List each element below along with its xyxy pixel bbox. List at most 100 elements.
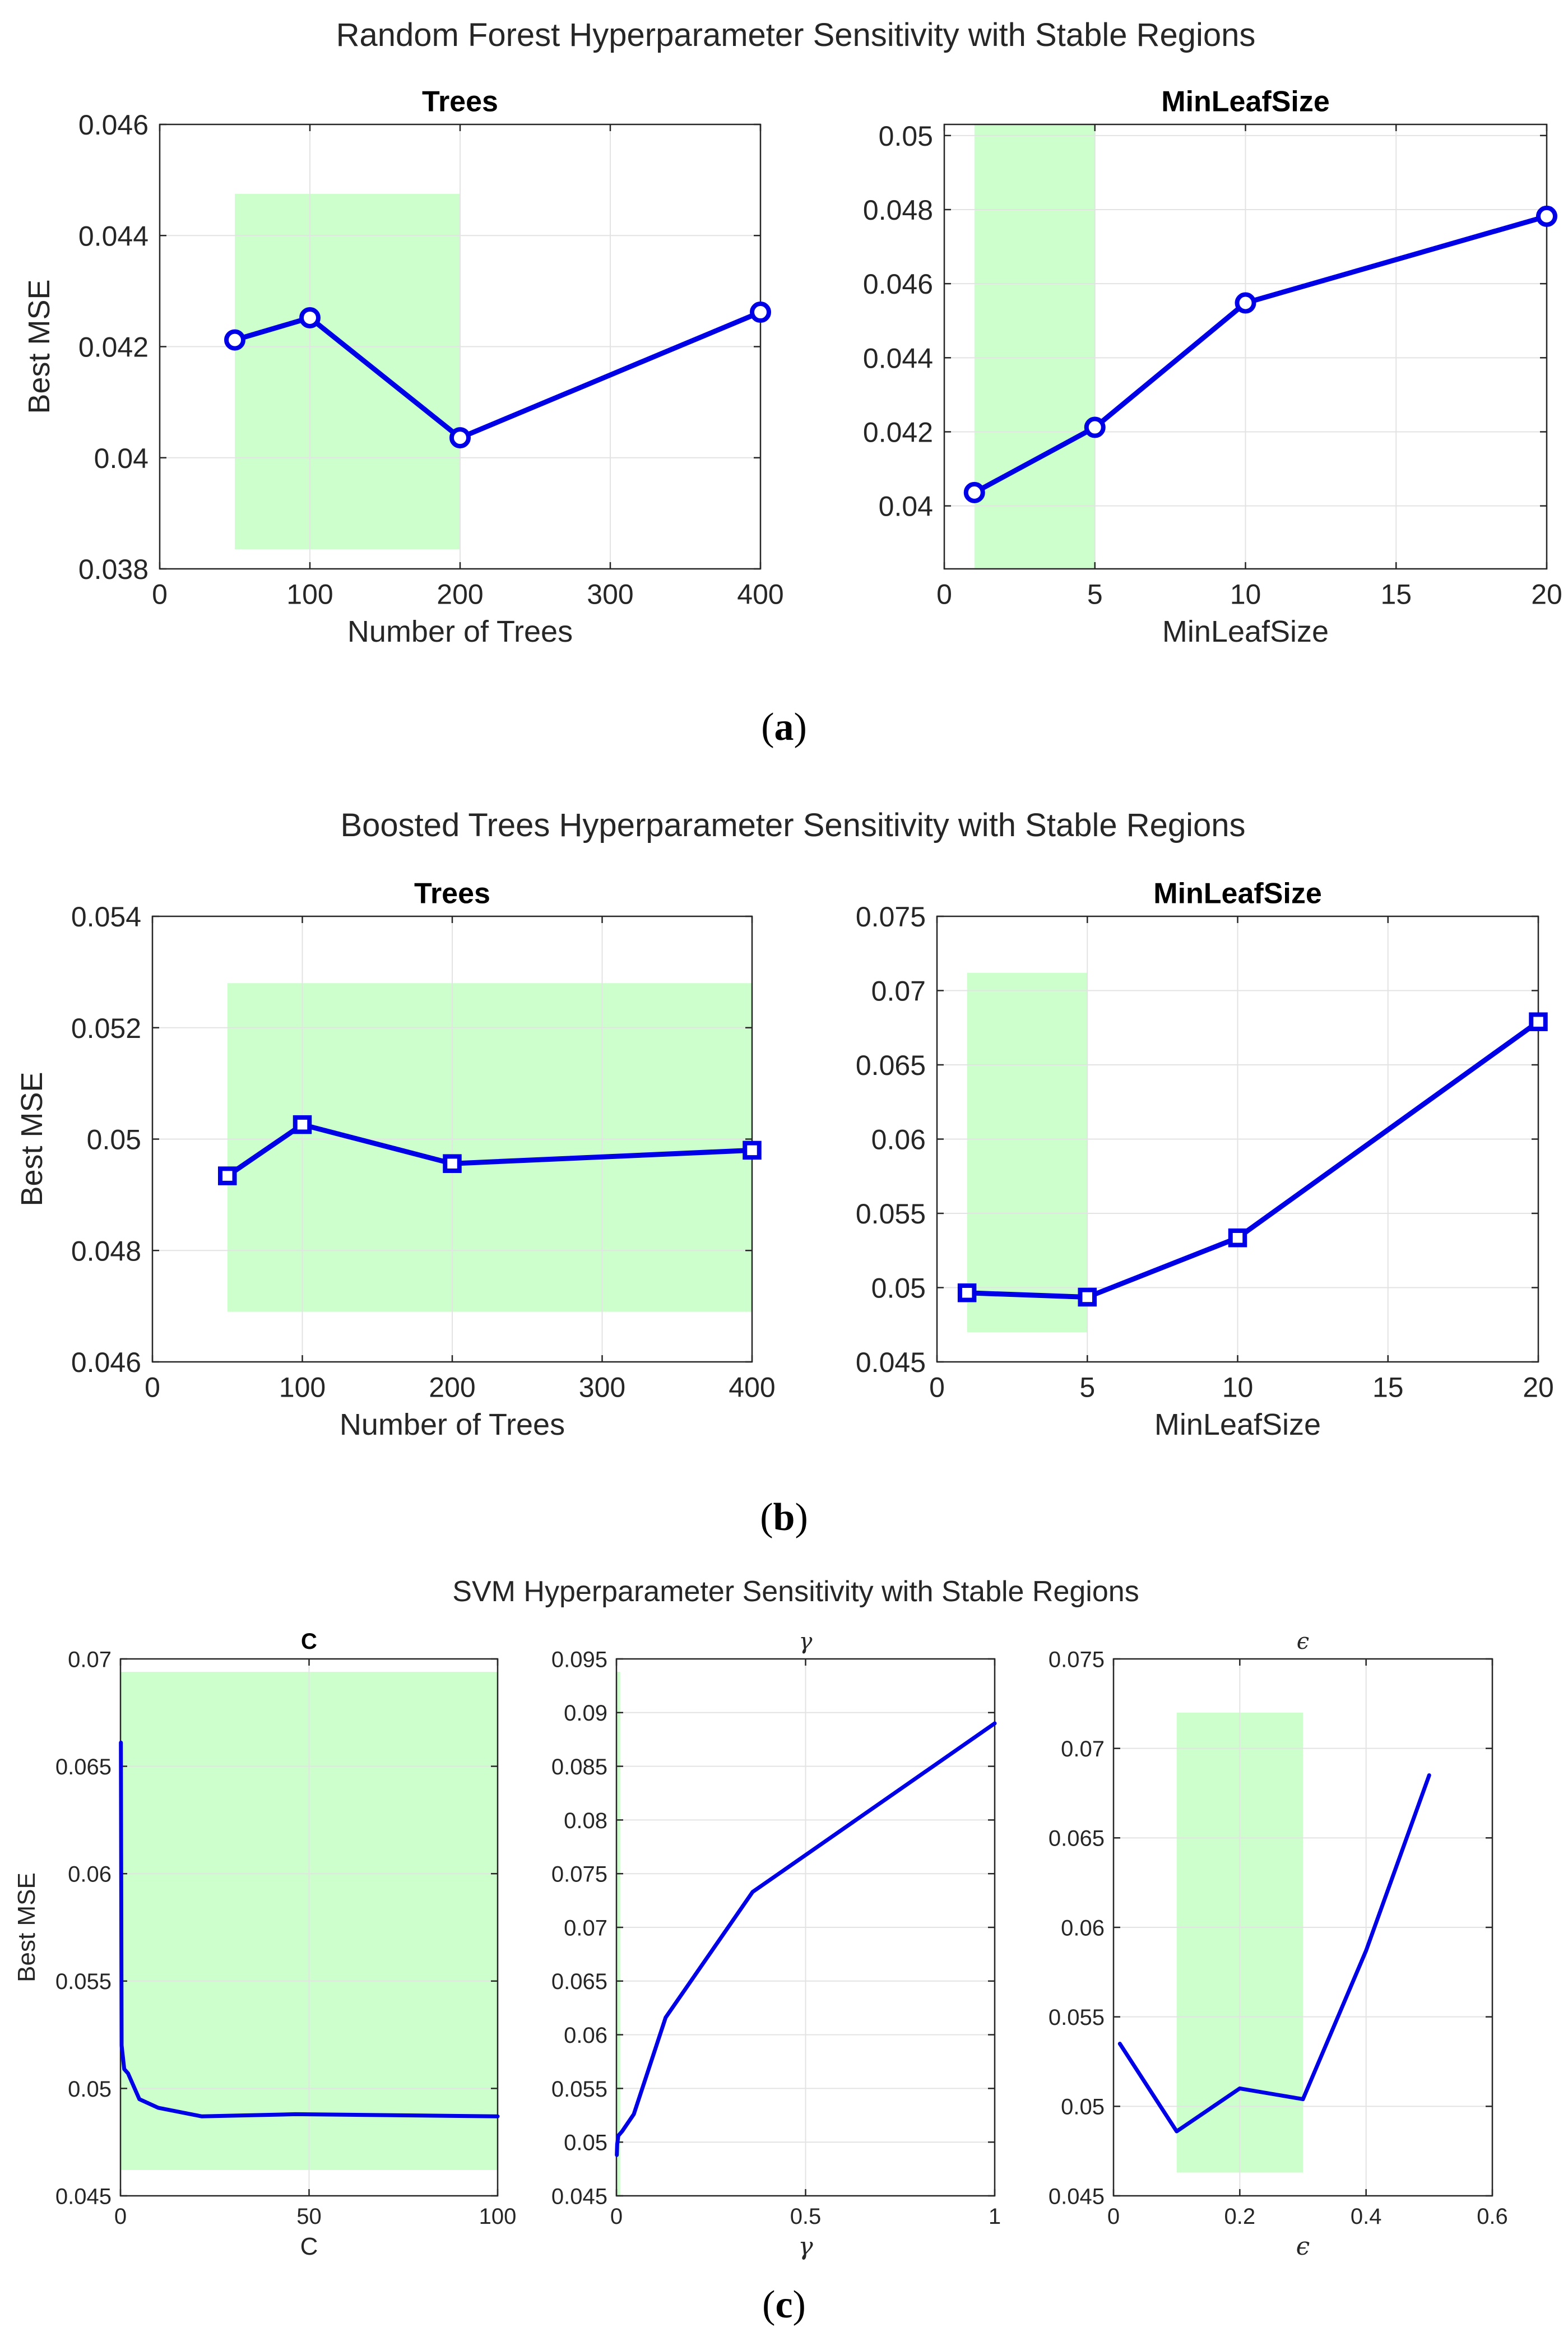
data-point [621,2131,623,2132]
y-tick-label: 0.044 [863,342,933,374]
chart-title: C [301,1629,317,1654]
data-point [743,1140,762,1160]
y-tick-label: 0.06 [564,2023,607,2048]
x-tick-label: 100 [279,1372,326,1403]
figure-title-a: Random Forest Hyperparameter Sensitivity… [336,17,1256,53]
data-point [1228,1228,1247,1248]
x-tick-label: 20 [1531,579,1562,610]
chart-bt-minleaf: 0 5 10 15 20 0.045 0.05 0.055 0.06 0.065 0.07 0.075… [856,878,1554,1441]
data-point [224,329,245,351]
data-point [293,1115,312,1134]
data-point [201,2116,202,2117]
x-axis-label: γ [798,2232,813,2261]
y-tick-label: 0.07 [68,1647,112,1672]
x-tick-label: 1 [989,2204,1001,2229]
chart-svm-c: 0 50 100 0.045 0.05 0.055 0.06 0.065 0.07 C C Best … [13,1629,516,2260]
y-tick-label: 0.054 [71,901,141,933]
y-tick-label: 0.075 [856,901,926,933]
x-tick-label: 100 [286,579,333,610]
data-point [1084,416,1106,438]
x-tick-label: 0.5 [790,2204,822,2229]
x-tick-label: 0 [114,2204,127,2229]
x-tick-label: 20 [1523,1372,1554,1403]
x-tick-label: 100 [479,2204,517,2229]
y-tick-label: 0.05 [68,2077,112,2102]
chart-title: γ [799,1629,813,1654]
data-point [1529,1012,1548,1031]
data-point [218,1166,237,1185]
x-axis-label: C [300,2233,318,2260]
y-tick-label: 0.065 [551,1969,607,1994]
x-tick-label: 15 [1380,579,1412,610]
series-line [225,1122,755,1179]
data-point [1235,292,1256,314]
x-axis-label: MinLeafSize [1154,1408,1321,1441]
chart-title: Trees [414,878,490,910]
data-point [157,2107,159,2108]
y-tick-label: 0.06 [68,1862,112,1887]
panel-c: SVM Hyperparameter Sensitivity with Stab… [13,1575,1508,2326]
x-tick-label: 5 [1087,579,1103,610]
x-tick-label: 15 [1372,1372,1404,1403]
chart-title: MinLeafSize [1161,86,1330,118]
y-tick-label: 0.05 [879,120,933,152]
y-tick-label: 0.044 [78,220,149,252]
y-tick-label: 0.045 [55,2184,112,2209]
y-tick-label: 0.052 [71,1013,141,1044]
x-axis-label: Number of Trees [340,1408,565,1441]
panel-b: Boosted Trees Hyperparameter Sensitivity… [15,807,1554,1539]
chart-title: Trees [422,86,498,118]
stable-region [974,124,1095,569]
x-tick-label: 400 [737,579,783,610]
x-tick-label: 0 [929,1372,945,1403]
series-line [1117,1773,1431,2134]
y-tick-label: 0.05 [1061,2095,1105,2120]
y-tick-label: 0.065 [856,1050,926,1081]
y-tick-label: 0.038 [78,554,149,585]
figure-title-c: SVM Hyperparameter Sensitivity with Stab… [452,1575,1139,1608]
y-tick-label: 0.065 [55,1755,112,1779]
y-tick-label: 0.045 [856,1347,926,1378]
y-tick-label: 0.04 [879,491,933,522]
x-tick-label: 0.6 [1477,2204,1508,2229]
y-tick-label: 0.05 [871,1273,926,1304]
y-tick-label: 0.046 [71,1347,141,1378]
x-axis-label: MinLeafSize [1162,615,1329,648]
y-axis-label: Best MSE [13,1872,40,1982]
stable-region [967,972,1088,1332]
y-tick-label: 0.05 [87,1124,141,1156]
data-point [963,481,985,503]
y-tick-label: 0.075 [1049,1647,1105,1672]
y-tick-label: 0.055 [55,1969,112,1994]
y-tick-label: 0.046 [78,109,149,141]
y-tick-label: 0.08 [564,1809,607,1833]
y-tick-label: 0.045 [1049,2184,1105,2209]
stable-region [235,193,460,550]
y-tick-label: 0.046 [863,268,933,300]
series-line [972,214,1550,495]
figure-title-b: Boosted Trees Hyperparameter Sensitivity… [340,807,1245,843]
y-tick-label: 0.04 [94,443,149,474]
y-tick-label: 0.048 [71,1235,141,1267]
y-tick-label: 0.07 [871,976,926,1007]
data-point [1176,2131,1177,2132]
data-point [299,307,321,328]
x-tick-label: 300 [579,1372,625,1403]
data-point [443,1154,462,1173]
x-tick-label: 200 [437,579,483,610]
series-line [615,1721,997,2157]
data-point [120,1742,122,1743]
data-point [1078,1287,1097,1307]
y-tick-label: 0.055 [856,1198,926,1230]
x-tick-label: 0 [610,2204,623,2229]
x-tick-label: 0.2 [1224,2204,1256,2229]
chart-svm-epsilon: 0 0.2 0.4 0.6 0.045 0.05 0.055 0.06 0.065 0.07 0.0… [1049,1629,1508,2261]
y-tick-label: 0.055 [551,2077,607,2102]
x-tick-label: 50 [296,2204,322,2229]
y-axis-label: Best MSE [22,279,56,414]
x-tick-label: 400 [729,1372,775,1403]
data-point [750,302,771,323]
data-point [449,427,471,449]
data-point [618,2135,619,2136]
